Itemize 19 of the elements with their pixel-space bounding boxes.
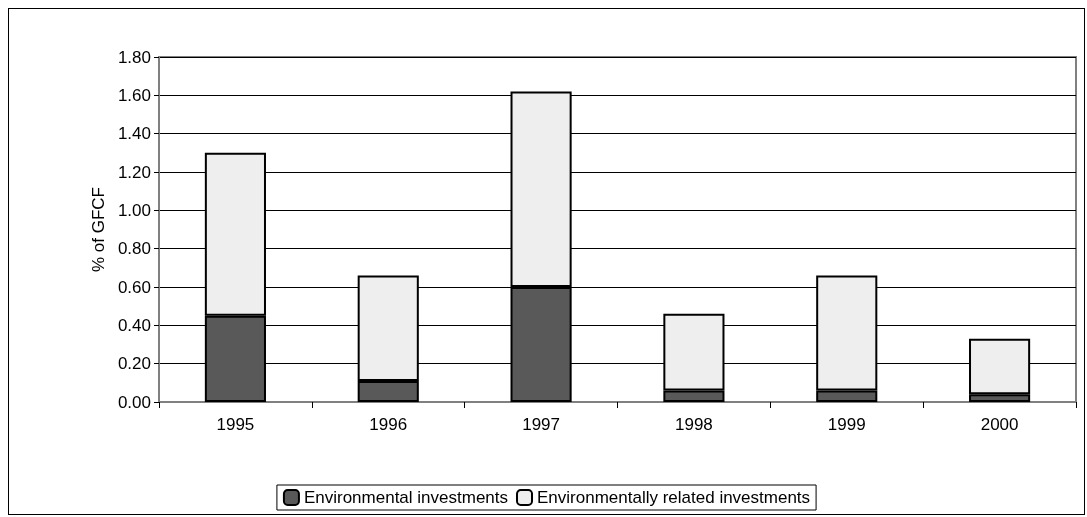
x-tick-label: 1995 bbox=[216, 415, 255, 434]
legend-label: Environmentally related investments bbox=[537, 488, 811, 507]
y-tick-label: 0.00 bbox=[117, 392, 151, 412]
x-tick-label: 1997 bbox=[522, 415, 560, 434]
y-tick-label: 1.80 bbox=[117, 47, 151, 67]
y-axis-title: % of GFCF bbox=[89, 186, 108, 273]
y-tick-label: 1.20 bbox=[117, 162, 151, 182]
y-tick-label: 1.60 bbox=[117, 85, 151, 105]
y-tick-label: 1.00 bbox=[117, 200, 151, 220]
y-tick-label: 0.20 bbox=[117, 354, 151, 374]
y-tick-label: 0.40 bbox=[117, 315, 151, 335]
x-tick-label: 2000 bbox=[980, 415, 1019, 434]
y-tick-label: 0.80 bbox=[117, 239, 151, 259]
legend-label: Environmental investments bbox=[303, 488, 509, 507]
y-tick-label: 0.60 bbox=[117, 277, 151, 297]
x-tick-label: 1999 bbox=[827, 415, 866, 434]
y-tick-label: 1.40 bbox=[117, 124, 151, 144]
x-tick-label: 1998 bbox=[675, 415, 713, 434]
x-tick-label: 1996 bbox=[369, 415, 408, 434]
